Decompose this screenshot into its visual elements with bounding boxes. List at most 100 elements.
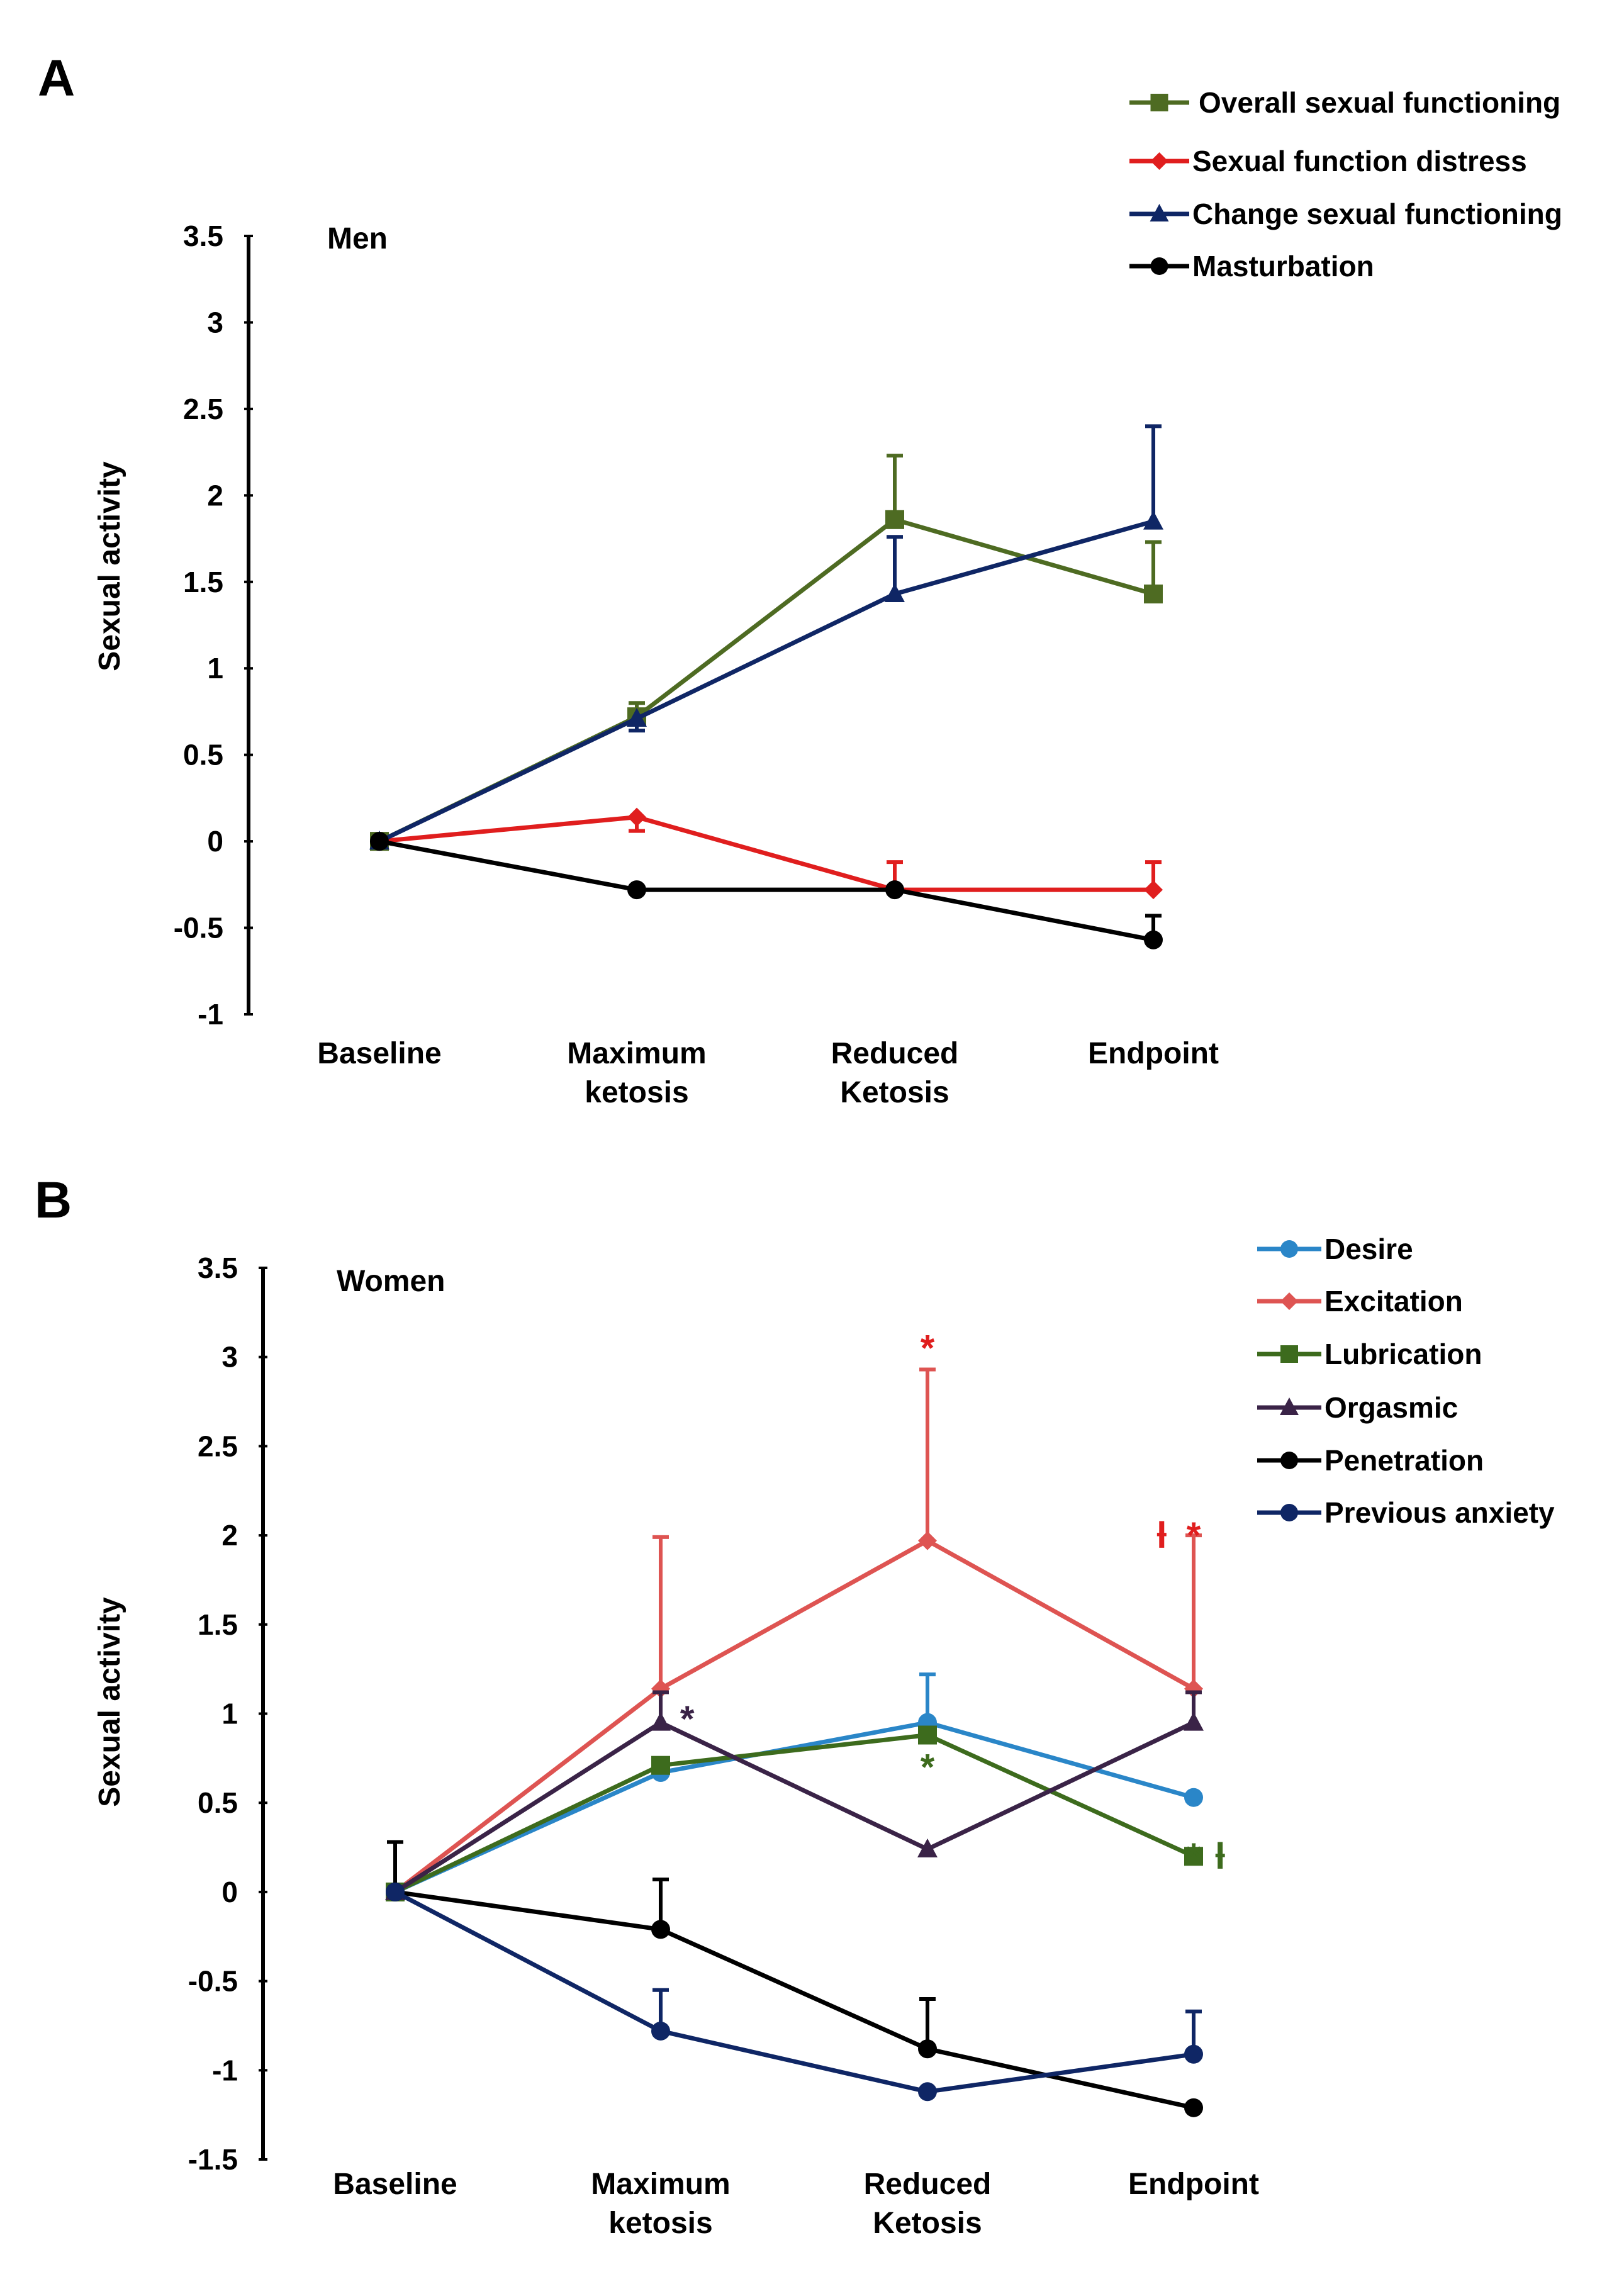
y-axis-title: Sexual activity: [93, 461, 126, 671]
series-line: [379, 815, 1153, 892]
legend-swatch-marker: [1280, 1397, 1299, 1415]
legend: Overall sexual functioning Sexual functio…: [1129, 86, 1562, 283]
significance-marker: *: [1187, 1836, 1201, 1877]
legend-swatch-marker: [1280, 1452, 1298, 1469]
data-point: [917, 1838, 938, 1857]
legend-swatch-marker: [1150, 94, 1168, 111]
y-tick-label: -1.5: [188, 2143, 238, 2176]
panel-title: Men: [327, 222, 388, 255]
legend-swatch-marker: [1150, 204, 1169, 221]
significance-marker: ƚ: [1156, 1515, 1167, 1556]
y-tick-label: -0.5: [188, 1965, 238, 1998]
x-category-label: Maximum: [591, 2168, 730, 2201]
series-penetration: [386, 1840, 1203, 2117]
series-orgasmic: [385, 1690, 1204, 1900]
x-category-label: ketosis: [608, 2207, 712, 2240]
x-category-label: Endpoint: [1128, 2168, 1259, 2201]
legend-swatch-marker: [1280, 1240, 1298, 1258]
legend-label: Previous anxiety: [1324, 1496, 1555, 1529]
data-point: [1184, 1711, 1204, 1731]
series-line: [378, 517, 1154, 844]
panel-a: A 3.5 3 2.5 2 1.5 1 0.5 0 -0.5 -1 Sexual activity M…: [38, 50, 1562, 1109]
legend-label: Desire: [1324, 1233, 1413, 1265]
data-point: [885, 510, 904, 529]
data-point: [918, 2082, 937, 2102]
x-category-label: Ketosis: [840, 1076, 949, 1109]
data-point: [1184, 1847, 1203, 1866]
panel-b: B 3.5 3 2.5 2 1.5 1 0.5 0 -0.5 -1 -1.5 Sexual activ…: [35, 1172, 1555, 2240]
legend-label: Sexual function distress: [1192, 145, 1527, 177]
legend: Desire Excitation Lubrication Orgasmic Penet…: [1257, 1233, 1555, 1529]
data-point: [918, 1531, 937, 1550]
data-point: [651, 1711, 671, 1731]
panel-letter-b: B: [35, 1172, 72, 1229]
y-tick-label: -0.5: [174, 912, 223, 944]
data-point: [1184, 2098, 1203, 2117]
y-tick-label: 3.5: [198, 1251, 238, 1284]
series-line: [394, 1890, 1194, 2094]
y-tick-label: 0: [221, 1876, 238, 1908]
y-tick-label: 2.5: [183, 393, 223, 425]
y-tick-label: 1.5: [198, 1608, 238, 1641]
y-tick-label: 0: [207, 825, 223, 858]
data-point: [651, 1755, 670, 1775]
y-tick-label: 1: [221, 1698, 238, 1730]
y-tick-label: 3: [221, 1341, 238, 1374]
y-tick-label: -1: [198, 998, 223, 1031]
data-point: [627, 807, 646, 827]
data-point: [1144, 880, 1163, 900]
significance-marker: ƚ: [1215, 1836, 1225, 1877]
y-tick-label: 3: [207, 306, 223, 339]
y-tick-label: 0.5: [183, 739, 223, 771]
data-point: [1184, 1788, 1203, 1807]
data-point: [651, 2021, 670, 2041]
legend-swatch-marker: [1150, 257, 1168, 275]
legend-label: Orgasmic: [1324, 1391, 1458, 1424]
legend-label: Overall sexual functioning: [1199, 86, 1560, 119]
x-category-label: Endpoint: [1088, 1037, 1219, 1070]
series-masturbation: [370, 832, 1163, 949]
panel-title: Women: [337, 1265, 445, 1298]
data-point: [918, 2039, 937, 2059]
significance-marker: *: [921, 1747, 935, 1788]
data-point: [885, 880, 904, 900]
x-category-label: Ketosis: [873, 2207, 982, 2240]
x-category-label: Baseline: [317, 1037, 441, 1070]
data-point: [1144, 930, 1163, 949]
series-previous-anxiety: [386, 1882, 1203, 2102]
significance-marker: *: [1187, 1515, 1201, 1556]
significance-marker: *: [680, 1699, 695, 1740]
legend-swatch-marker: [1280, 1292, 1298, 1310]
legend-label: Penetration: [1324, 1444, 1484, 1477]
x-category-label: Baseline: [333, 2168, 457, 2201]
legend-label: Lubrication: [1324, 1338, 1482, 1370]
series-line: [393, 1538, 1195, 1894]
y-tick-label: 1: [207, 652, 223, 685]
series-line: [394, 1720, 1195, 1894]
data-point: [651, 1920, 670, 1939]
data-point: [1144, 585, 1163, 604]
series-line: [394, 1733, 1195, 1895]
legend-swatch-marker: [1150, 152, 1168, 170]
legend-label: Excitation: [1324, 1285, 1463, 1318]
series-line: [395, 1890, 1194, 2110]
data-point: [885, 583, 905, 603]
data-point: [370, 832, 389, 851]
panel-letter-a: A: [38, 50, 75, 107]
series-line: [379, 839, 1154, 943]
y-tick-label: 3.5: [183, 220, 223, 252]
y-tick-label: 2: [207, 479, 223, 512]
y-tick-label: 2: [221, 1519, 238, 1552]
legend-label: Change sexual functioning: [1192, 198, 1562, 230]
y-axis-title: Sexual activity: [93, 1597, 126, 1807]
x-category-label: ketosis: [585, 1076, 688, 1109]
x-category-label: Maximum: [567, 1037, 706, 1070]
y-tick-label: 1.5: [183, 566, 223, 598]
legend-swatch-marker: [1280, 1504, 1298, 1521]
series-change-sexual-functioning: [369, 424, 1163, 850]
y-tick-label: 2.5: [198, 1430, 238, 1462]
data-point: [1143, 510, 1163, 530]
series-lubrication: [386, 1725, 1203, 1901]
y-tick-label: 0.5: [198, 1786, 238, 1819]
